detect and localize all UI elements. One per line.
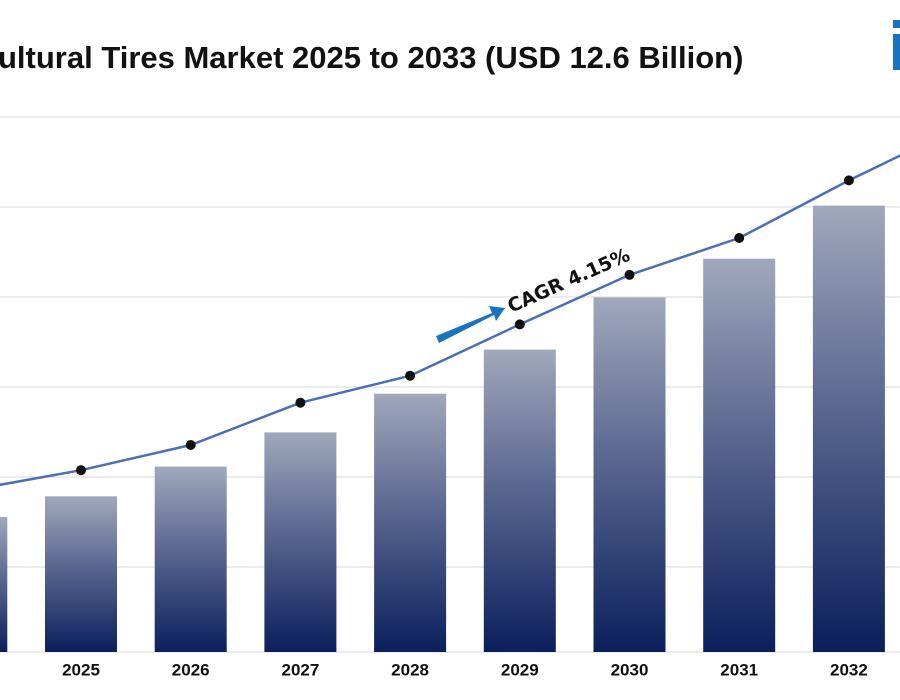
cagr-arrow (436, 306, 505, 343)
bar (374, 393, 447, 652)
bar (703, 258, 776, 652)
bar (154, 466, 227, 652)
bar (812, 205, 885, 652)
line-point (514, 319, 525, 330)
trend-line (0, 154, 900, 487)
bar (45, 496, 117, 652)
logo (893, 20, 900, 70)
x-tick-label: 2028 (391, 660, 429, 679)
x-tick-label: 2031 (720, 660, 758, 679)
line-point (295, 397, 306, 408)
chart-title: ultural Tires Market 2025 to 2033 (USD 1… (0, 40, 743, 75)
bar (593, 297, 666, 652)
line-point (185, 440, 196, 450)
x-tick-label: 2029 (501, 660, 539, 679)
line-point (843, 175, 854, 186)
x-tick-label: 2032 (830, 660, 868, 679)
line-point (624, 269, 635, 280)
line-point (405, 370, 416, 381)
x-tick-label: 2025 (62, 660, 100, 679)
x-tick-label: 2030 (611, 660, 649, 679)
x-tick-label: 2026 (172, 660, 210, 679)
bar (264, 432, 337, 652)
bar (483, 349, 556, 652)
line-point (734, 233, 745, 243)
x-tick-label: 2027 (281, 660, 319, 679)
bar (0, 517, 8, 652)
line-point (76, 465, 86, 476)
